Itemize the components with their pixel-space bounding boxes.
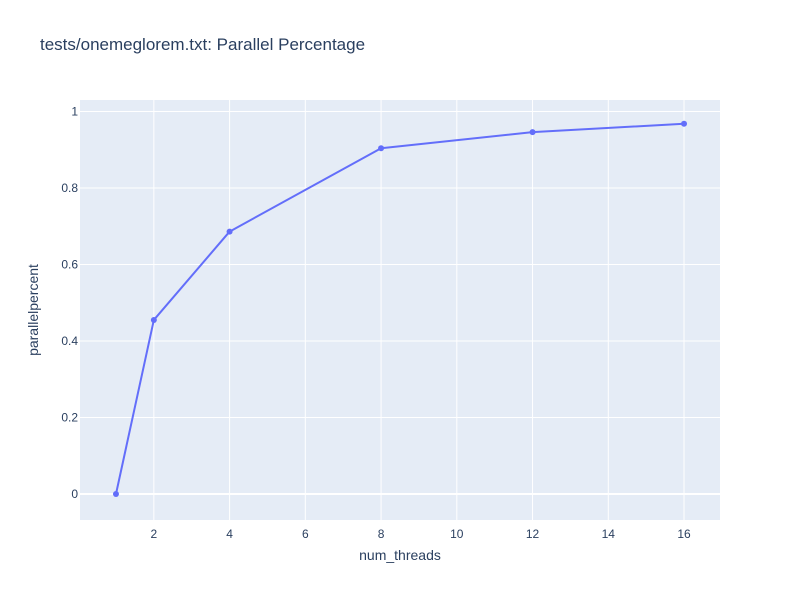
data-point [226,228,233,235]
y-tick-label: 0.8 [61,181,78,195]
y-tick-label: 1 [71,104,78,118]
series-line [115,122,685,495]
x-tick-label: 2 [151,527,158,541]
y-tick-label: 0.4 [61,334,78,348]
grid-layer [80,100,720,520]
x-tick-label: 10 [450,527,464,541]
chart-title: tests/onemeglorem.txt: Parallel Percenta… [40,35,365,54]
data-point [112,490,119,497]
x-tick-label: 8 [378,527,385,541]
data-point [378,145,385,152]
series-layer [112,120,688,497]
data-point [681,120,688,127]
y-tick-label: 0.6 [61,257,78,271]
tick-layer: 2 4 6 8 10 12 14 16 0 0.2 0.4 0.6 0.8 1 [61,104,691,541]
x-tick-label: 14 [602,527,616,541]
data-point [150,316,157,323]
x-tick-label: 16 [677,527,691,541]
x-axis-title: num_threads [359,547,441,563]
data-point [529,129,536,136]
y-axis-title: parallelpercent [25,264,41,356]
x-tick-label: 4 [226,527,233,541]
y-tick-label: 0 [71,487,78,501]
x-tick-label: 12 [526,527,540,541]
x-tick-label: 6 [302,527,309,541]
y-tick-label: 0.2 [61,410,78,424]
plot-area [80,100,720,520]
